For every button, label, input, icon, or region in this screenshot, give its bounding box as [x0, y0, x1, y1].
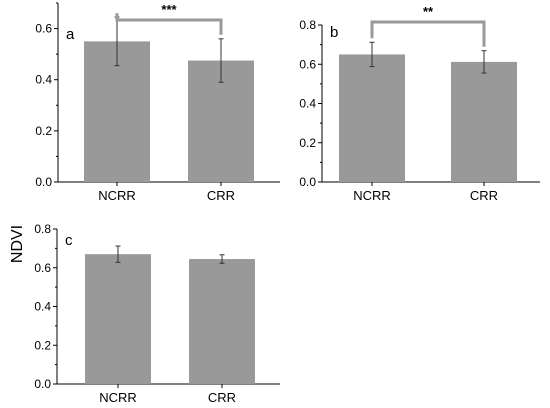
panel-c: 0.0 0.2 0.4 0.6 0.8 NCRR CRR c	[34, 222, 280, 405]
panel-letter: a	[66, 26, 75, 43]
y-tick-label: 0.4	[299, 97, 316, 111]
category-label: CRR	[207, 188, 235, 203]
y-tick-label: 0.2	[299, 136, 316, 150]
bar-crr	[189, 259, 255, 384]
y-tick-label: 0.2	[35, 124, 52, 138]
y-tick-label: 0.6	[299, 57, 316, 71]
y-tick-label: 0.0	[299, 175, 316, 189]
category-label: CRR	[470, 188, 498, 203]
y-tick-label: 0.6	[34, 261, 51, 275]
category-label: CRR	[208, 390, 236, 405]
bar-ncrr	[339, 54, 405, 182]
y-axis-label: NDVI	[9, 225, 26, 263]
y-tick-label: 0.0	[34, 377, 51, 391]
y-tick-label: 0.8	[34, 222, 51, 236]
panel-b: 0.0 0.2 0.4 0.6 0.8 NCRR CRR b **	[299, 4, 540, 203]
y-tick-label: 0.0	[35, 175, 52, 189]
y-tick-label: 0.8	[299, 18, 316, 32]
bar-ncrr	[85, 254, 151, 384]
y-tick-label: 0.4	[35, 73, 52, 87]
significance-bracket	[370, 20, 486, 47]
bar-crr	[451, 61, 517, 182]
category-label: NCRR	[98, 188, 136, 203]
category-label: NCRR	[353, 188, 391, 203]
y-tick-label: 0.2	[34, 338, 51, 352]
significance-label: **	[423, 4, 434, 19]
significance-label: ***	[161, 2, 177, 17]
y-tick-label: 0.4	[34, 300, 51, 314]
panel-letter: b	[330, 24, 338, 41]
y-tick-label: 0.6	[35, 22, 52, 36]
significance-bracket	[115, 13, 223, 35]
category-label: NCRR	[99, 390, 137, 405]
panels: 0.0 0.2 0.4 0.6 NCRR CRR a *** 0.0 0.2 0.4 0.6 0.8 NC…	[34, 2, 540, 405]
panel-a: 0.0 0.2 0.4 0.6 NCRR CRR a ***	[35, 2, 280, 203]
panel-letter: c	[65, 232, 73, 249]
